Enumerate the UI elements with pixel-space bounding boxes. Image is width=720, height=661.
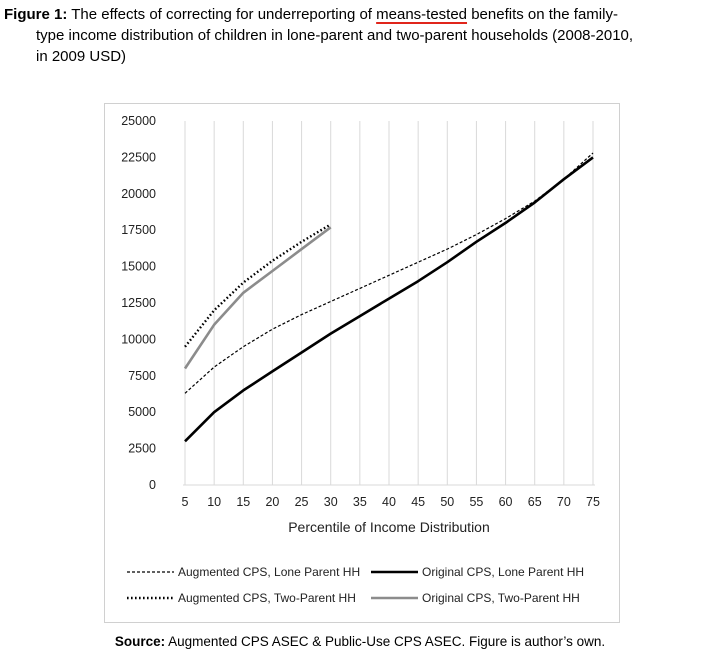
line-chart: 0 2500 5000 7500 10000 12500 15000 17500 20000 22…: [121, 114, 600, 605]
chart-grid: [184, 121, 594, 485]
x-tick-label: 30: [324, 495, 338, 509]
y-tick-label: 17500: [121, 223, 156, 237]
series-lines: [183, 152, 594, 443]
source-note: Source: Augmented CPS ASEC & Public-Use …: [0, 634, 720, 649]
y-tick-label: 10000: [121, 332, 156, 346]
y-tick-label: 2500: [128, 442, 156, 456]
y-tick-label: 12500: [121, 296, 156, 310]
x-tick-label: 40: [382, 495, 396, 509]
y-tick-label: 15000: [121, 260, 156, 274]
y-tick-label: 0: [149, 478, 156, 492]
legend-label-1: Augmented CPS, Lone Parent HH: [178, 565, 360, 579]
caption-text-b: benefits on the family-: [467, 6, 618, 23]
x-tick-label: 15: [236, 495, 250, 509]
x-axis-ticks: 5 10 15 20 25 30 35 40 45 50 55 60 65 70 75: [182, 495, 600, 509]
x-tick-label: 50: [440, 495, 454, 509]
legend-label-2: Augmented CPS, Two-Parent HH: [178, 591, 356, 605]
figure-caption: Figure 1: The effects of correcting for …: [4, 4, 716, 67]
chart-legend: Augmented CPS, Lone Parent HH Augmented C…: [127, 565, 584, 605]
caption-underlined-term: means-tested: [376, 6, 468, 23]
series-line-2: [184, 223, 332, 348]
y-tick-label: 7500: [128, 369, 156, 383]
x-tick-label: 5: [182, 495, 189, 509]
y-tick-label: 25000: [121, 114, 156, 128]
x-tick-label: 35: [353, 495, 367, 509]
x-tick-label: 70: [557, 495, 571, 509]
legend-label-4: Original CPS, Two-Parent HH: [422, 591, 580, 605]
series-line-4: [183, 226, 332, 370]
x-tick-label: 60: [499, 495, 513, 509]
series-line-1: [184, 152, 594, 394]
y-tick-label: 5000: [128, 405, 156, 419]
y-tick-label: 22500: [121, 150, 156, 164]
chart-frame: 0 2500 5000 7500 10000 12500 15000 17500 20000 22…: [104, 103, 620, 623]
caption-line-1: Figure 1: The effects of correcting for …: [4, 4, 716, 25]
y-axis-ticks: 0 2500 5000 7500 10000 12500 15000 17500 20000 22…: [121, 114, 156, 492]
source-text: Augmented CPS ASEC & Public-Use CPS ASEC…: [165, 634, 606, 649]
x-tick-label: 45: [411, 495, 425, 509]
series-line-3: [184, 156, 594, 443]
caption-line-3: in 2009 USD): [36, 48, 127, 65]
x-tick-label: 10: [207, 495, 221, 509]
x-tick-label: 20: [265, 495, 279, 509]
x-tick-label: 25: [295, 495, 309, 509]
x-axis-label: Percentile of Income Distribution: [288, 519, 490, 535]
y-tick-label: 20000: [121, 187, 156, 201]
caption-text-a: The effects of correcting for underrepor…: [67, 6, 377, 23]
source-label: Source:: [114, 634, 166, 649]
figure-label: Figure 1:: [4, 6, 68, 23]
legend-label-3: Original CPS, Lone Parent HH: [422, 565, 584, 579]
x-tick-label: 65: [528, 495, 542, 509]
x-tick-label: 75: [586, 495, 600, 509]
x-tick-label: 55: [469, 495, 483, 509]
caption-line-2: type income distribution of children in …: [36, 27, 634, 44]
